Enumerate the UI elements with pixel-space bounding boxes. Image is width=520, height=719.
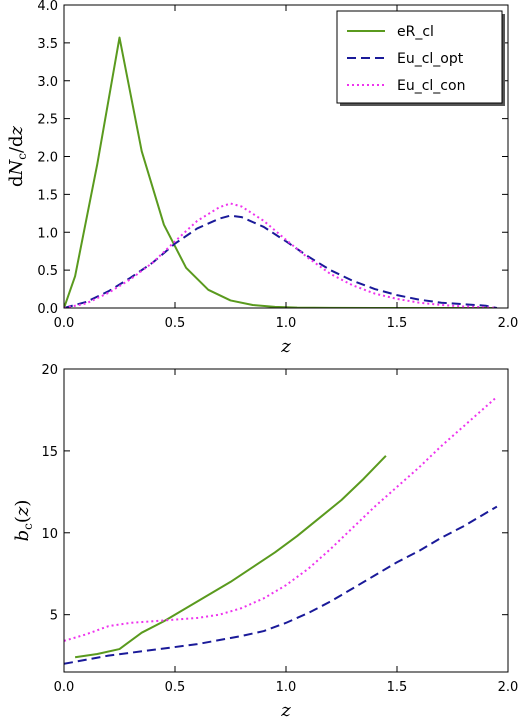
plot-frame-1 [63, 368, 509, 673]
x-tick-label: 1.0 [276, 680, 297, 695]
series-line-eu-cl-con-0 [64, 202, 497, 308]
y-tick-label: 3.5 [37, 37, 58, 52]
legend: eR_cl Eu_cl_opt Eu_cl_con [336, 10, 503, 104]
x-tick-label: 1.5 [387, 680, 408, 695]
y-tick-label: 1.5 [37, 188, 58, 203]
y-tick-label: 10 [41, 527, 58, 542]
y-tick-label: 2.0 [37, 151, 58, 166]
svg-text:bc(z): bc(z) [12, 500, 35, 542]
y-axis-label-1: bc(z) [12, 500, 35, 542]
x-tick-label: 1.0 [276, 316, 297, 331]
x-axis-label-0: z [280, 336, 291, 357]
series-line-er-cl-0 [64, 36, 497, 308]
series-line-er-cl-1 [74, 455, 387, 659]
y-tick-label: 3.0 [37, 75, 58, 90]
y-axis-label-0: dNc/dz [6, 125, 29, 187]
series-group-0 [64, 36, 498, 308]
y-tick-label: 4.0 [37, 0, 58, 14]
series-line-eu-cl-con-1 [64, 396, 498, 642]
legend-label: Eu_cl_opt [397, 51, 464, 67]
x-axis-label-1: z [280, 700, 291, 719]
series-line-eu-cl-opt-1 [64, 505, 498, 665]
svg-text:dNc/dz: dNc/dz [6, 125, 29, 187]
x-tick-label: 2.0 [498, 680, 519, 695]
x-tick-label: 0.5 [165, 316, 186, 331]
series-line-eu-cl-opt-0 [64, 214, 498, 308]
legend-label: eR_cl [397, 24, 434, 40]
x-tick-label: 0.0 [54, 680, 75, 695]
series-group-1 [64, 396, 498, 665]
y-tick-label: 2.5 [37, 113, 58, 128]
y-tick-label: 5 [50, 609, 58, 624]
y-tick-label: 0.5 [37, 264, 58, 279]
x-tick-label: 2.0 [498, 316, 519, 331]
x-tick-label: 0.0 [54, 316, 75, 331]
y-tick-label: 0.0 [37, 302, 58, 317]
y-tick-label: 1.0 [37, 226, 58, 241]
y-tick-label: 15 [41, 445, 58, 460]
legend-label: Eu_cl_con [397, 78, 465, 94]
x-tick-label: 1.5 [387, 316, 408, 331]
x-tick-label: 0.5 [165, 680, 186, 695]
y-tick-label: 20 [41, 363, 58, 378]
